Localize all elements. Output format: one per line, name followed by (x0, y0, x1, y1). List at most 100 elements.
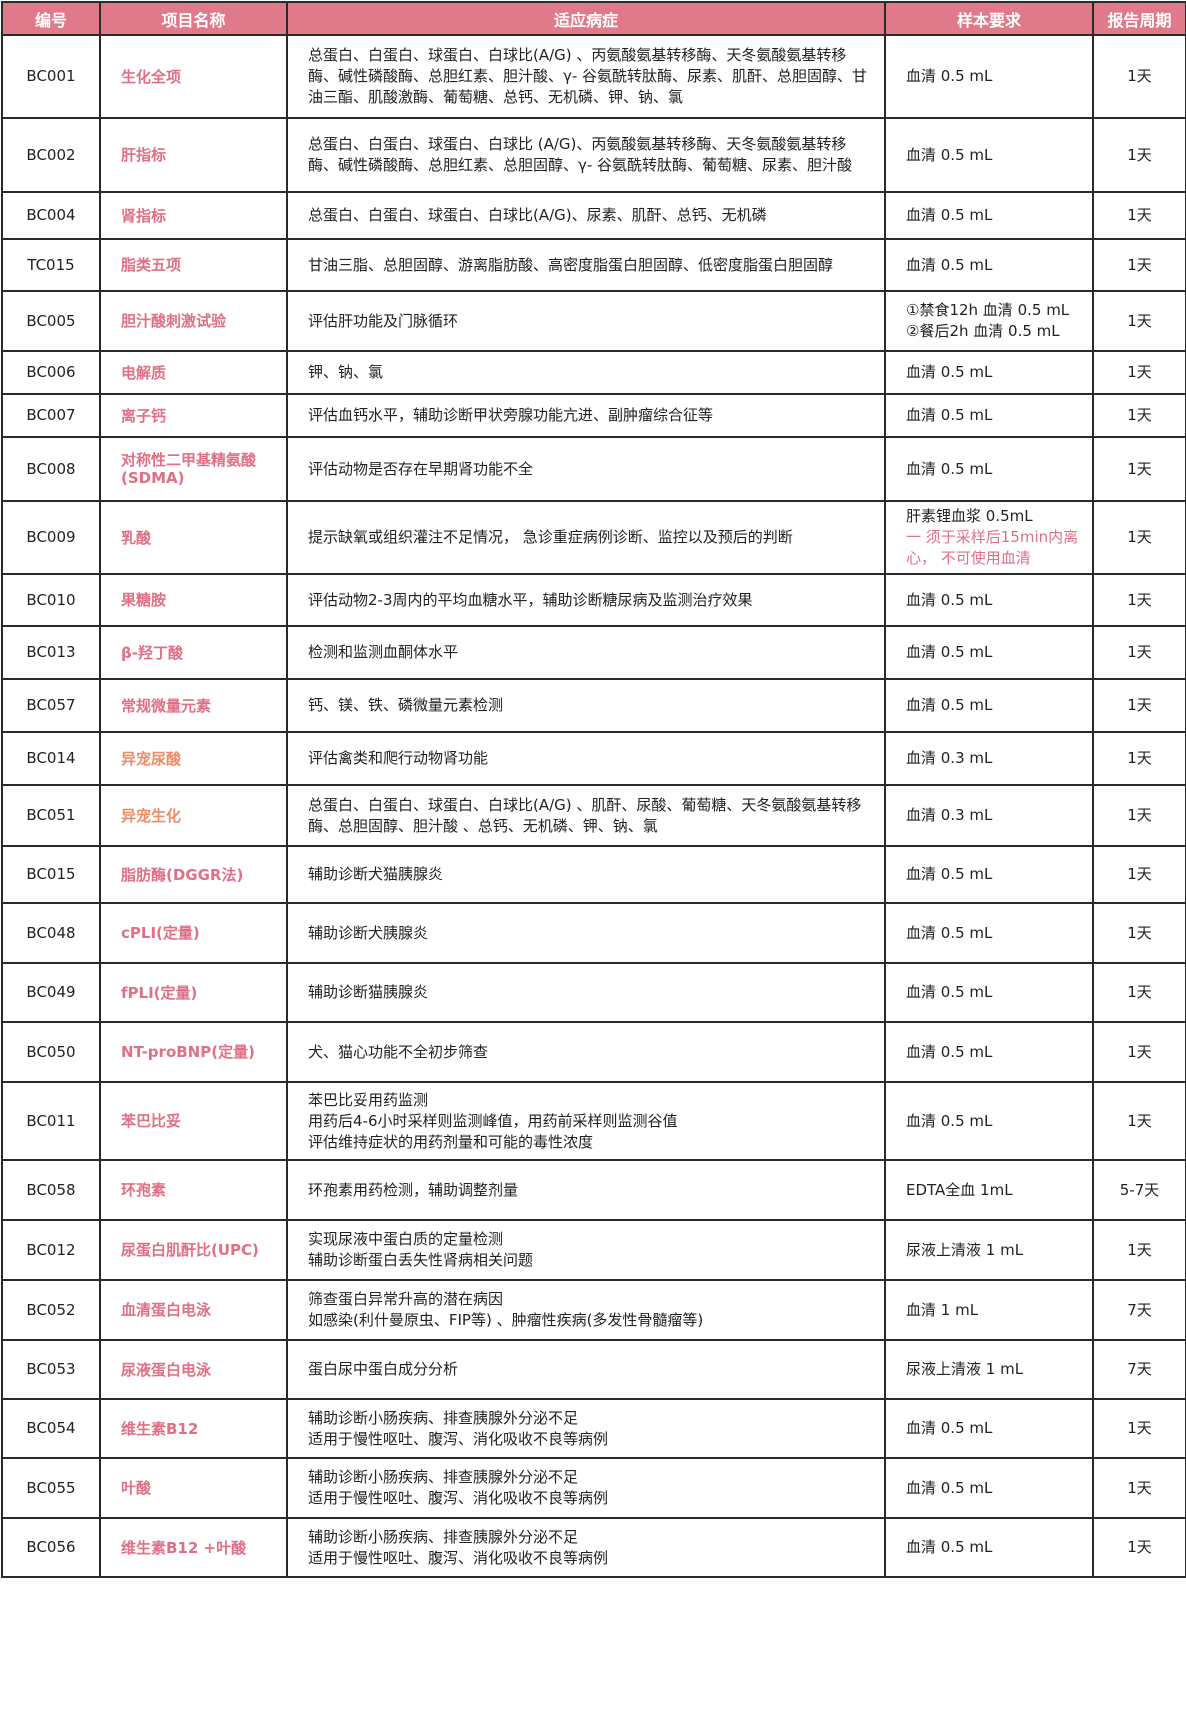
item-code: BC056 (1, 1517, 101, 1578)
item-indication: 评估动物2-3周内的平均血糖水平，辅助诊断糖尿病及监测治疗效果 (286, 573, 886, 627)
item-indication: 钙、镁、铁、磷微量元素检测 (286, 678, 886, 733)
text-line: 血清 0.5 mL (906, 67, 993, 85)
table-row: BC006 电解质 钾、钠、氯 血清 0.5 mL 1天 (1, 350, 1186, 395)
text-line: 辅助诊断犬胰腺炎 (308, 923, 429, 942)
item-sample: 血清 0.5 mL (884, 238, 1094, 292)
item-name: 异宠尿酸 (99, 731, 288, 786)
item-period: 1天 (1092, 784, 1186, 847)
text-line: 血清 0.5 mL (906, 255, 993, 274)
item-code: BC054 (1, 1398, 101, 1459)
item-sample: 血清 0.5 mL (884, 393, 1094, 438)
table-row: BC010 果糖胺 评估动物2-3周内的平均血糖水平，辅助诊断糖尿病及监测治疗效果 血… (1, 573, 1186, 627)
item-period: 1天 (1092, 625, 1186, 680)
item-sample: 血清 1 mL (884, 1279, 1094, 1341)
item-code: BC005 (1, 290, 101, 352)
item-indication: 苯巴比妥用药监测 用药后4-6小时采样则监测峰值，用药前采样则监测谷值 评估维持症状… (286, 1081, 886, 1161)
item-sample: 血清 0.5 mL (884, 117, 1094, 193)
table-row: BC004 肾指标 总蛋白、白蛋白、球蛋白、白球比(A/G)、尿素、肌酐、总钙、无机… (1, 191, 1186, 240)
table-row: BC005 胆汁酸刺激试验 评估肝功能及门脉循环 ①禁食12h 血清 0.5 mL ②餐… (1, 290, 1186, 352)
item-period: 5-7天 (1092, 1159, 1186, 1221)
item-sample: 血清 0.5 mL (884, 350, 1094, 395)
item-name: 电解质 (99, 350, 288, 395)
item-sample: 血清 0.5 mL (884, 1398, 1094, 1459)
item-name: 离子钙 (99, 393, 288, 438)
header-code: 编号 (1, 1, 101, 36)
header-sample: 样本要求 (884, 1, 1094, 36)
text-line: 血清 0.5 mL (906, 1478, 993, 1497)
item-sample: 血清 0.5 mL (884, 191, 1094, 240)
text-line: 血清 0.5 mL (906, 363, 993, 381)
item-period: 7天 (1092, 1279, 1186, 1341)
item-code: BC009 (1, 500, 101, 575)
text-line: EDTA全血 1mL (906, 1180, 1013, 1199)
item-code: BC001 (1, 34, 101, 119)
text-line: 血清 0.5 mL (906, 590, 993, 609)
table-row: BC055 叶酸 辅助诊断小肠疾病、排查胰腺外分泌不足 适用于慢性呕吐、腹泻、消化吸收… (1, 1457, 1186, 1519)
text-line: 辅助诊断小肠疾病、排查胰腺外分泌不足 (308, 1408, 579, 1427)
table-row: TC015 脂类五项 甘油三脂、总胆固醇、游离脂肪酸、高密度脂蛋白胆固醇、低密度脂蛋… (1, 238, 1186, 292)
item-name: 肾指标 (99, 191, 288, 240)
sample-note: 一 须于采样后15min内离心， 不可使用血清 (906, 528, 1079, 567)
text-line: 评估维持症状的用药剂量和可能的毒性浓度 (308, 1132, 594, 1151)
table-row: BC009 乳酸 提示缺氧或组织灌注不足情况， 急诊重症病例诊断、监控以及预后的判断… (1, 500, 1186, 575)
text-line: 环孢素用药检测，辅助调整剂量 (308, 1180, 519, 1199)
item-period: 1天 (1092, 290, 1186, 352)
text-line: 适用于慢性呕吐、腹泻、消化吸收不良等病例 (308, 1489, 609, 1507)
text-line: 血清 0.5 mL (906, 1538, 993, 1556)
table-row: BC049 fPLI(定量) 辅助诊断猫胰腺炎 血清 0.5 mL 1天 (1, 962, 1186, 1023)
item-name: 血清蛋白电泳 (99, 1279, 288, 1341)
item-code: BC049 (1, 962, 101, 1023)
item-indication: 总蛋白、白蛋白、球蛋白、白球比(A/G) 、丙氨酸氨基转移酶、天冬氨酸氨基转移酶… (286, 34, 886, 119)
text-line: 血清 0.5 mL (906, 983, 993, 1001)
item-period: 1天 (1092, 238, 1186, 292)
item-sample: 血清 0.3 mL (884, 731, 1094, 786)
header-indication: 适应病症 (286, 1, 886, 36)
item-code: BC015 (1, 845, 101, 904)
item-sample: 血清 0.5 mL (884, 902, 1094, 964)
item-code: BC052 (1, 1279, 101, 1341)
item-name: 维生素B12 (99, 1398, 288, 1459)
item-code: BC010 (1, 573, 101, 627)
table-row: BC002 肝指标 总蛋白、白蛋白、球蛋白、白球比 (A/G)、丙氨酸氨基转移酶、天… (1, 117, 1186, 193)
text-line: 实现尿液中蛋白质的定量检测 (308, 1230, 504, 1248)
text-line: 总蛋白、白蛋白、球蛋白、白球比(A/G)、尿素、肌酐、总钙、无机磷 (308, 206, 767, 224)
text-line: 检测和监测血酮体水平 (308, 643, 459, 661)
item-period: 1天 (1092, 573, 1186, 627)
header-name: 项目名称 (99, 1, 288, 36)
table-row: BC014 异宠尿酸 评估禽类和爬行动物肾功能 血清 0.3 mL 1天 (1, 731, 1186, 786)
item-indication: 环孢素用药检测，辅助调整剂量 (286, 1159, 886, 1221)
item-code: TC015 (1, 238, 101, 292)
item-name: 对称性二甲基精氨酸 (SDMA) (99, 436, 288, 502)
text-line: 血清 0.5 mL (906, 1419, 993, 1437)
text-line: 辅助诊断蛋白丢失性肾病相关问题 (308, 1251, 534, 1269)
text-line: 总蛋白、白蛋白、球蛋白、白球比 (A/G)、丙氨酸氨基转移酶、天冬氨酸氨基转移酶… (308, 135, 853, 174)
text-line: 评估肝功能及门脉循环 (308, 311, 459, 330)
item-sample: 血清 0.5 mL (884, 1021, 1094, 1083)
text-line: 钾、钠、氯 (308, 363, 384, 381)
item-indication: 辅助诊断小肠疾病、排查胰腺外分泌不足 适用于慢性呕吐、腹泻、消化吸收不良等病例 (286, 1457, 886, 1519)
text-line: 血清 0.3 mL (906, 806, 993, 824)
item-sample: 肝素锂血浆 0.5mL 一 须于采样后15min内离心， 不可使用血清 (884, 500, 1094, 575)
item-sample: 血清 0.5 mL (884, 1457, 1094, 1519)
text-line: 评估动物是否存在早期肾功能不全 (308, 459, 534, 478)
item-period: 1天 (1092, 1457, 1186, 1519)
item-indication: 辅助诊断猫胰腺炎 (286, 962, 886, 1023)
item-name: cPLI(定量) (99, 902, 288, 964)
item-name: 尿蛋白肌酐比(UPC) (99, 1219, 288, 1281)
table-row: BC015 脂肪酶(DGGR法) 辅助诊断犬猫胰腺炎 血清 0.5 mL 1天 (1, 845, 1186, 904)
item-code: BC053 (1, 1339, 101, 1400)
item-period: 1天 (1092, 191, 1186, 240)
item-period: 1天 (1092, 678, 1186, 733)
header-row: 编号 项目名称 适应病症 样本要求 报告周期 (1, 1, 1186, 36)
text-line: 总蛋白、白蛋白、球蛋白、白球比(A/G) 、肌酐、尿酸、葡萄糖、天冬氨酸氨基转移… (308, 795, 862, 835)
item-code: BC058 (1, 1159, 101, 1221)
text-line: 肝素锂血浆 0.5mL (906, 507, 1033, 525)
item-indication: 总蛋白、白蛋白、球蛋白、白球比(A/G) 、肌酐、尿酸、葡萄糖、天冬氨酸氨基转移… (286, 784, 886, 847)
item-sample: 血清 0.5 mL (884, 678, 1094, 733)
item-indication: 犬、猫心功能不全初步筛查 (286, 1021, 886, 1083)
item-period: 1天 (1092, 34, 1186, 119)
item-name: 尿液蛋白电泳 (99, 1339, 288, 1400)
item-code: BC051 (1, 784, 101, 847)
text-line: 如感染(利什曼原虫、FIP等) 、肿瘤性疾病(多发性骨髓瘤等) (308, 1311, 704, 1329)
item-period: 7天 (1092, 1339, 1186, 1400)
